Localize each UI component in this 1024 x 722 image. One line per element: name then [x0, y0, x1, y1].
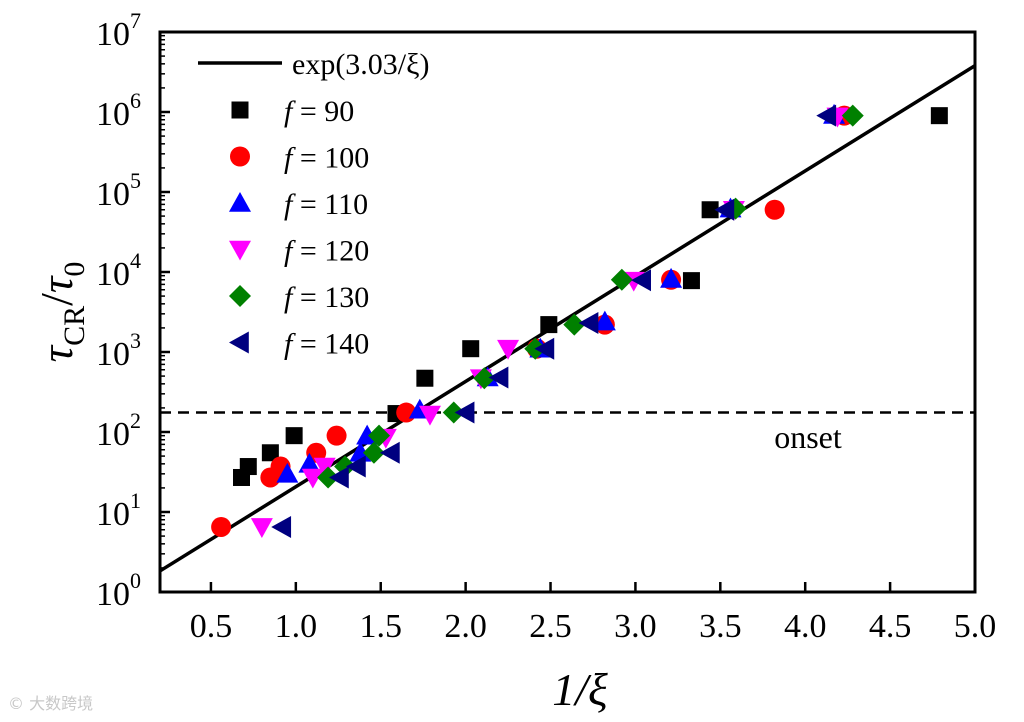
- y-tick-label: 102: [96, 408, 141, 453]
- legend-marker: [229, 285, 251, 307]
- y-tick-label: 101: [96, 488, 141, 533]
- x-axis-title: 1/ξ: [552, 664, 608, 715]
- data-point: [271, 515, 292, 538]
- data-point: [682, 272, 700, 290]
- data-point: [345, 455, 366, 478]
- y-tick-label: 104: [96, 248, 141, 293]
- x-tick-label: 4.5: [869, 608, 912, 645]
- watermark: © 大数跨境: [8, 694, 94, 713]
- y-tick-label: 100: [96, 568, 141, 613]
- data-point: [418, 405, 441, 426]
- series-0: [233, 107, 948, 486]
- data-point: [298, 452, 321, 473]
- legend-marker: [231, 101, 249, 119]
- data-point: [701, 201, 719, 219]
- data-point: [416, 369, 434, 387]
- data-point: [328, 466, 349, 489]
- data-point: [368, 424, 391, 447]
- legend-label: f = 100: [284, 142, 369, 175]
- plot-marks: [159, 64, 976, 573]
- data-point: [349, 441, 372, 462]
- legend-marker: [230, 146, 250, 167]
- data-point: [488, 366, 509, 389]
- legend-marker: [229, 192, 251, 212]
- data-point: [930, 107, 948, 125]
- data-point: [211, 516, 232, 537]
- plot-frame: [158, 30, 977, 594]
- y-axis-title: τCR/τ0: [31, 262, 91, 363]
- legend-label: f = 90: [284, 95, 354, 128]
- data-point: [660, 267, 683, 288]
- data-point: [379, 441, 400, 464]
- series-5: [271, 104, 837, 538]
- data-point: [563, 313, 586, 336]
- legend-fit-label: exp(3.03/ξ): [292, 48, 430, 81]
- data-point: [497, 339, 520, 360]
- data-point: [317, 466, 340, 489]
- x-tick-label: 2.5: [529, 608, 572, 645]
- legend-series: f = 90 f = 100 f = 110 f = 120 f = 130 f = 14…: [229, 95, 369, 361]
- x-tick-label: 1.5: [359, 608, 402, 645]
- x-tick-label: 1.0: [275, 608, 318, 645]
- data-point: [301, 468, 324, 489]
- data-point: [313, 457, 336, 478]
- x-tick-label: 4.0: [784, 608, 827, 645]
- data-point: [841, 104, 864, 127]
- data-point: [631, 269, 652, 292]
- data-point: [454, 401, 475, 424]
- x-tick-label: 0.5: [190, 608, 233, 645]
- data-point: [764, 199, 785, 220]
- legend-marker: [229, 331, 249, 354]
- data-point: [578, 312, 599, 335]
- x-tick-label: 5.0: [954, 608, 997, 645]
- data-point: [714, 198, 735, 221]
- legend-label: f = 110: [284, 188, 368, 221]
- data-point: [540, 316, 558, 334]
- x-tick-label: 3.0: [614, 608, 657, 645]
- data-point: [442, 401, 465, 424]
- y-tick-label: 105: [96, 168, 141, 213]
- x-axis: 0.5 1.0 1.5 2.0 2.5 3.0 3.5 4.0 4.5 5.0: [190, 582, 997, 645]
- data-point: [261, 444, 279, 462]
- legend-label: f = 130: [284, 281, 369, 314]
- data-point: [610, 268, 633, 291]
- y-tick-label: 106: [96, 88, 141, 133]
- data-point: [362, 441, 385, 464]
- data-point: [473, 367, 496, 390]
- data-point: [462, 340, 480, 358]
- data-point: [816, 104, 837, 127]
- data-point: [276, 462, 299, 483]
- data-point: [593, 310, 616, 331]
- onset-label: onset: [774, 419, 842, 455]
- fit-line: [159, 64, 976, 573]
- y-tick-label: 107: [96, 8, 141, 53]
- data-point: [534, 337, 555, 360]
- y-axis: 100 101 102 103 104 105 106 107: [96, 8, 170, 613]
- x-tick-label: 2.0: [444, 608, 487, 645]
- x-tick-label: 3.5: [699, 608, 742, 645]
- data-point: [239, 458, 257, 476]
- data-point: [326, 425, 347, 446]
- data-point: [250, 518, 273, 538]
- data-point: [285, 427, 303, 445]
- legend-label: f = 120: [284, 235, 369, 268]
- legend-marker: [229, 240, 251, 261]
- legend-label: f = 140: [284, 328, 369, 361]
- y-tick-label: 103: [96, 328, 141, 373]
